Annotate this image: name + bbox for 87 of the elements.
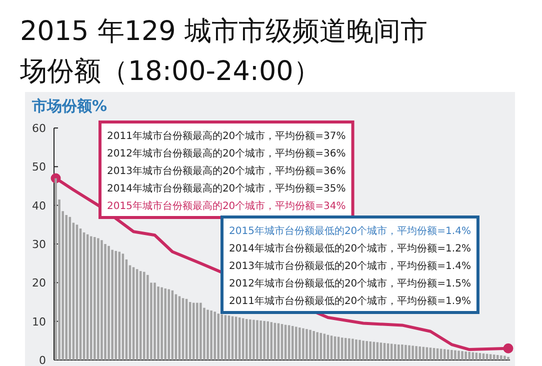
bar [246, 319, 248, 360]
annotation: 2015年城市台份额最低的20个城市，平均份额=1.4% [229, 225, 471, 238]
bar [104, 244, 106, 360]
bar [398, 344, 400, 360]
annotation: 2013年城市台份额最低的20个城市，平均份额=1.4% [229, 260, 471, 272]
bar [114, 250, 117, 360]
bar [164, 288, 166, 360]
y-axis-title: 市场份额% [31, 97, 108, 115]
bar [496, 354, 499, 360]
bar [154, 282, 156, 360]
bar [160, 287, 163, 360]
bar [192, 302, 195, 360]
annotation: 2011年城市台份额最低的20个城市，平均份额=1.9% [229, 295, 471, 308]
y-tick-label: 60 [32, 122, 46, 135]
bar [475, 352, 478, 360]
y-tick-label: 10 [32, 315, 46, 328]
bar [492, 354, 496, 360]
bar [489, 354, 492, 360]
bar [306, 329, 308, 360]
y-tick-label: 20 [32, 276, 46, 290]
bar [200, 302, 202, 360]
y-tick-label: 40 [32, 199, 46, 212]
bar [415, 346, 418, 360]
annotation: 2015年城市台份额最高的20个城市，平均份额=34% [107, 200, 346, 212]
bar [394, 344, 396, 360]
bar [418, 346, 421, 360]
bar [214, 312, 216, 360]
bar [312, 331, 315, 360]
title: 2015 年129 城市市级频道晚间市场份额（18:00-24:00） [20, 16, 428, 87]
bar [447, 350, 450, 360]
bar [196, 302, 198, 360]
annotation: 2014年城市台份额最高的20个城市，平均份额=35% [107, 182, 346, 195]
bar [298, 328, 301, 360]
annotation: 2011年城市台份额最高的20个城市，平均份额=37% [107, 130, 346, 142]
bar [302, 328, 304, 360]
bar [54, 178, 57, 360]
bar [210, 310, 212, 360]
bar [65, 215, 68, 360]
bar [468, 352, 470, 360]
bar [97, 238, 100, 360]
bar [108, 246, 110, 360]
bar [266, 321, 269, 360]
annotation: 2012年城市台份额最高的20个城市，平均份额=36% [107, 148, 346, 160]
bar [111, 250, 114, 360]
bar [450, 350, 453, 360]
bar [249, 319, 252, 360]
bar [500, 355, 502, 360]
bar [146, 274, 149, 360]
bar [458, 350, 460, 360]
bar [94, 237, 96, 360]
bar [206, 310, 209, 360]
bar [309, 330, 312, 360]
bar [401, 344, 404, 360]
bar [256, 320, 258, 360]
bar [369, 341, 372, 360]
annotation: 2014年城市台份额最低的20个城市，平均份额=1.2% [229, 242, 471, 255]
bar [358, 340, 361, 360]
bar [295, 326, 298, 360]
bar [143, 272, 146, 360]
bar [355, 340, 358, 360]
annotation: 2012年城市台份额最低的20个城市，平均份额=1.5% [229, 278, 471, 290]
bar [348, 338, 350, 360]
bar [362, 340, 364, 360]
bar [404, 344, 407, 360]
bar [100, 240, 103, 360]
bar [443, 349, 446, 360]
y-tick-label: 50 [32, 160, 46, 174]
bar [316, 332, 318, 360]
bar [504, 356, 506, 360]
bar [217, 314, 220, 360]
bar [507, 356, 510, 360]
annotation: 2013年城市台份额最高的20个城市，平均份额=36% [107, 165, 346, 178]
bar [412, 346, 414, 360]
bar [263, 320, 266, 360]
y-tick-label: 0 [39, 354, 46, 366]
y-tick-label: 30 [32, 238, 46, 251]
bar [464, 351, 467, 360]
bar [408, 345, 410, 360]
bar [344, 338, 347, 360]
bar [366, 341, 368, 360]
bar [461, 351, 464, 360]
bar [157, 286, 160, 360]
bar [352, 338, 354, 360]
bar [260, 320, 262, 360]
bar [454, 350, 456, 360]
bar [252, 320, 255, 360]
bar [426, 347, 428, 360]
